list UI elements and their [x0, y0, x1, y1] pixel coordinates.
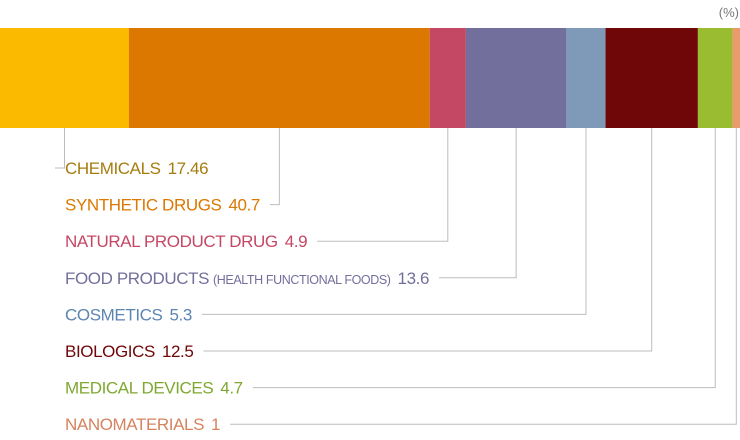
label-name: FOOD PRODUCTS — [65, 269, 209, 288]
label-value: 17.46 — [168, 159, 209, 178]
leader-line-nanomaterials — [230, 128, 737, 425]
label-natural-product-drug: NATURAL PRODUCT DRUG 4.9 — [65, 232, 307, 251]
label-name: CHEMICALS — [65, 159, 161, 178]
label-note: (HEALTH FUNCTIONAL FOODS) — [213, 273, 391, 287]
label-medical-devices: MEDICAL DEVICES 4.7 — [65, 379, 243, 398]
label-name: COSMETICS — [65, 305, 163, 324]
bar-segment-chemicals — [0, 28, 129, 128]
leader-line-cosmetics — [201, 128, 587, 315]
label-value: 4.7 — [220, 379, 242, 398]
leader-line-medical-devices — [252, 128, 716, 389]
label-name: BIOLOGICS — [65, 342, 155, 361]
label-cosmetics: COSMETICS 5.3 — [65, 305, 192, 324]
bar-segment-natural-product-drug — [429, 28, 466, 128]
label-value: 13.6 — [398, 269, 430, 288]
leader-line-chemicals — [55, 128, 65, 169]
bar-segment-nanomaterials — [732, 28, 740, 128]
label-name: MEDICAL DEVICES — [65, 379, 213, 398]
category-labels: CHEMICALS 17.46 SYNTHETIC DRUGS 40.7 NATURAL… — [65, 159, 429, 434]
label-food-products: FOOD PRODUCTS (HEALTH FUNCTIONAL FOODS) 13… — [65, 269, 429, 288]
bar-segment-cosmetics — [566, 28, 606, 128]
leader-line-natural-product-drug — [317, 128, 449, 242]
leader-line-food-products — [439, 128, 517, 279]
label-biologics: BIOLOGICS 12.5 — [65, 342, 193, 361]
label-value: 12.5 — [162, 342, 194, 361]
label-nanomaterials: NANOMATERIALS 1 — [65, 415, 220, 434]
label-name: NANOMATERIALS — [65, 415, 204, 434]
bar-segments — [0, 28, 740, 128]
leader-line-synthetic-drugs — [269, 128, 280, 206]
label-value: 4.9 — [285, 232, 307, 251]
label-chemicals: CHEMICALS 17.46 — [65, 159, 208, 178]
label-value: 5.3 — [169, 305, 191, 324]
label-value: 40.7 — [228, 196, 260, 215]
leader-line-biologics — [203, 128, 653, 352]
bar-segment-food-products — [465, 28, 567, 128]
leader-lines — [55, 128, 737, 425]
label-name: SYNTHETIC DRUGS — [65, 196, 222, 215]
unit-label: (%) — [719, 5, 739, 20]
bar-segment-medical-devices — [697, 28, 733, 128]
label-synthetic-drugs: SYNTHETIC DRUGS 40.7 — [65, 196, 260, 215]
bar-segment-synthetic-drugs — [128, 28, 430, 128]
label-name: NATURAL PRODUCT DRUG — [65, 232, 278, 251]
bar-segment-biologics — [605, 28, 698, 128]
label-value: 1 — [211, 415, 220, 434]
